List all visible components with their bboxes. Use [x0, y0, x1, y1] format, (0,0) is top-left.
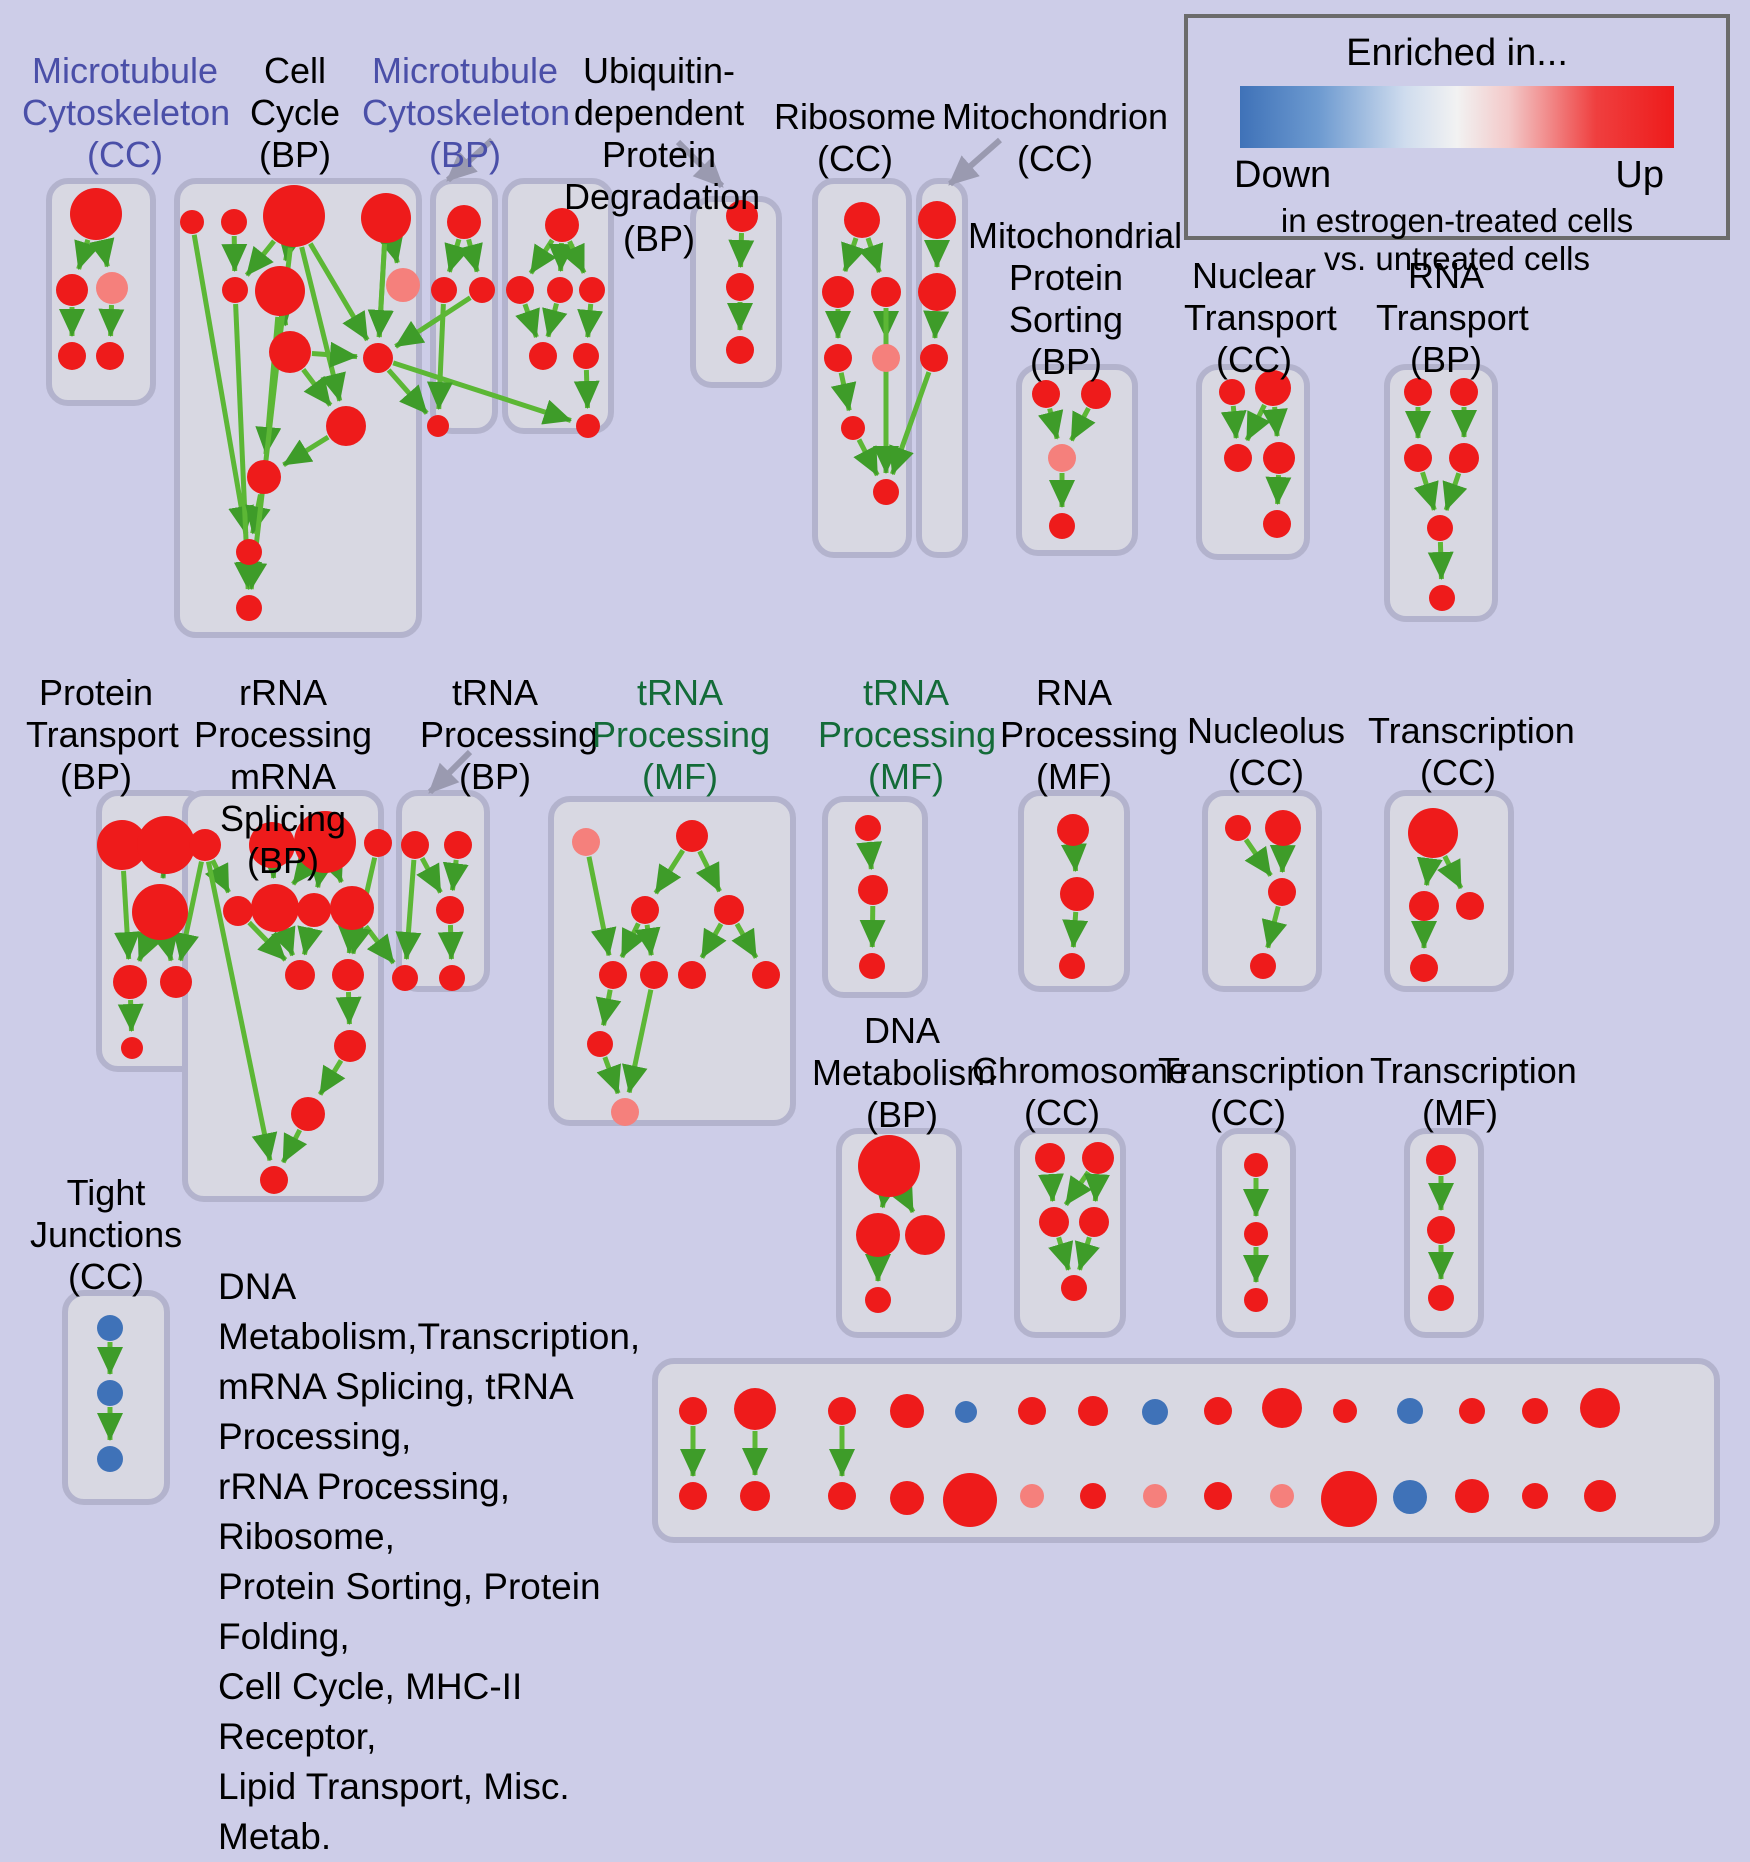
cluster-label-ribosome-cc: Ribosome (CC)	[760, 96, 950, 180]
legend-color-gradient-bar	[1240, 86, 1674, 148]
legend-up-label: Up	[1615, 154, 1664, 197]
cluster-label-rna-processing-mf: RNA Processing (MF)	[1000, 672, 1148, 798]
cluster-label-transcription-mf: Transcription (MF)	[1370, 1050, 1550, 1134]
box-trna-mf-1	[548, 796, 796, 1126]
cluster-label-mitochondrial-protein-sorting-bp: Mitochondrial Protein Sorting (BP)	[968, 215, 1164, 383]
box-microtubule-bp	[430, 178, 498, 434]
cluster-label-microtubule-cytoskeleton-cc: Microtubule Cytoskeleton (CC)	[22, 50, 228, 176]
box-rna-transport	[1384, 364, 1498, 622]
box-transcription-mf	[1404, 1128, 1484, 1338]
cluster-label-trna-processing-mf-2: tRNA Processing (MF)	[818, 672, 994, 798]
miscellaneous-categories-text: DNA Metabolism,Transcription, mRNA Splic…	[218, 1262, 688, 1862]
box-mito-protein-sorting	[1016, 364, 1138, 556]
box-microtubule-cc	[46, 178, 156, 406]
cluster-label-microtubule-cytoskeleton-bp: Microtubule Cytoskeleton (BP)	[362, 50, 568, 176]
cluster-label-protein-transport-bp: Protein Transport (BP)	[26, 672, 166, 798]
cluster-label-mitochondrion-cc: Mitochondrion (CC)	[940, 96, 1170, 180]
box-nuclear-transport	[1196, 364, 1310, 560]
cluster-label-chromosome-cc: Chromosome (CC)	[972, 1050, 1152, 1134]
legend-down-label: Down	[1234, 154, 1331, 197]
box-trna-mf-2	[822, 796, 928, 998]
cluster-label-transcription-cc-bottom: Transcription (CC)	[1158, 1050, 1338, 1134]
cluster-label-cell-cycle-bp: Cell Cycle (BP)	[232, 50, 358, 176]
cluster-label-dna-metabolism-bp: DNA Metabolism (BP)	[812, 1010, 992, 1136]
legend-title: Enriched in...	[1188, 32, 1726, 75]
box-tight-junctions	[62, 1290, 170, 1505]
box-trna-processing-bp	[396, 790, 490, 992]
legend-subtitle: in estrogen-treated cells vs. untreated …	[1188, 202, 1726, 278]
box-nucleolus	[1202, 790, 1322, 992]
box-dna-metabolism	[836, 1128, 962, 1338]
cluster-label-trna-processing-mf-1: tRNA Processing (MF)	[592, 672, 768, 798]
box-rna-processing-mf	[1018, 790, 1130, 992]
box-ribosome-cc	[812, 178, 912, 558]
figure-canvas: Microtubule Cytoskeleton (CC)Cell Cycle …	[0, 0, 1750, 1715]
cluster-label-nucleolus-cc: Nucleolus (CC)	[1186, 710, 1346, 794]
legend-panel: Enriched in... Down Up in estrogen-treat…	[1184, 14, 1730, 240]
cluster-label-ubiquitin-dependent-protein-degradation-bp: Ubiquitin- dependent Protein Degradation…	[564, 50, 754, 260]
cluster-label-rrna-processing-mrna-splicing-bp: rRNA Processing mRNA Splicing (BP)	[168, 672, 398, 882]
box-mitochondrion-cc	[916, 178, 968, 558]
box-chromosome-cc	[1014, 1128, 1126, 1338]
cluster-label-tight-junctions-cc: Tight Junctions (CC)	[30, 1172, 182, 1298]
cluster-label-transcription-cc-top: Transcription (CC)	[1368, 710, 1548, 794]
box-misc-strip	[652, 1358, 1720, 1543]
box-transcription-cc-top	[1384, 790, 1514, 992]
box-transcription-cc-bottom	[1216, 1128, 1296, 1338]
box-cell-cycle-bp	[174, 178, 422, 638]
cluster-label-trna-processing-bp: tRNA Processing (BP)	[420, 672, 570, 798]
